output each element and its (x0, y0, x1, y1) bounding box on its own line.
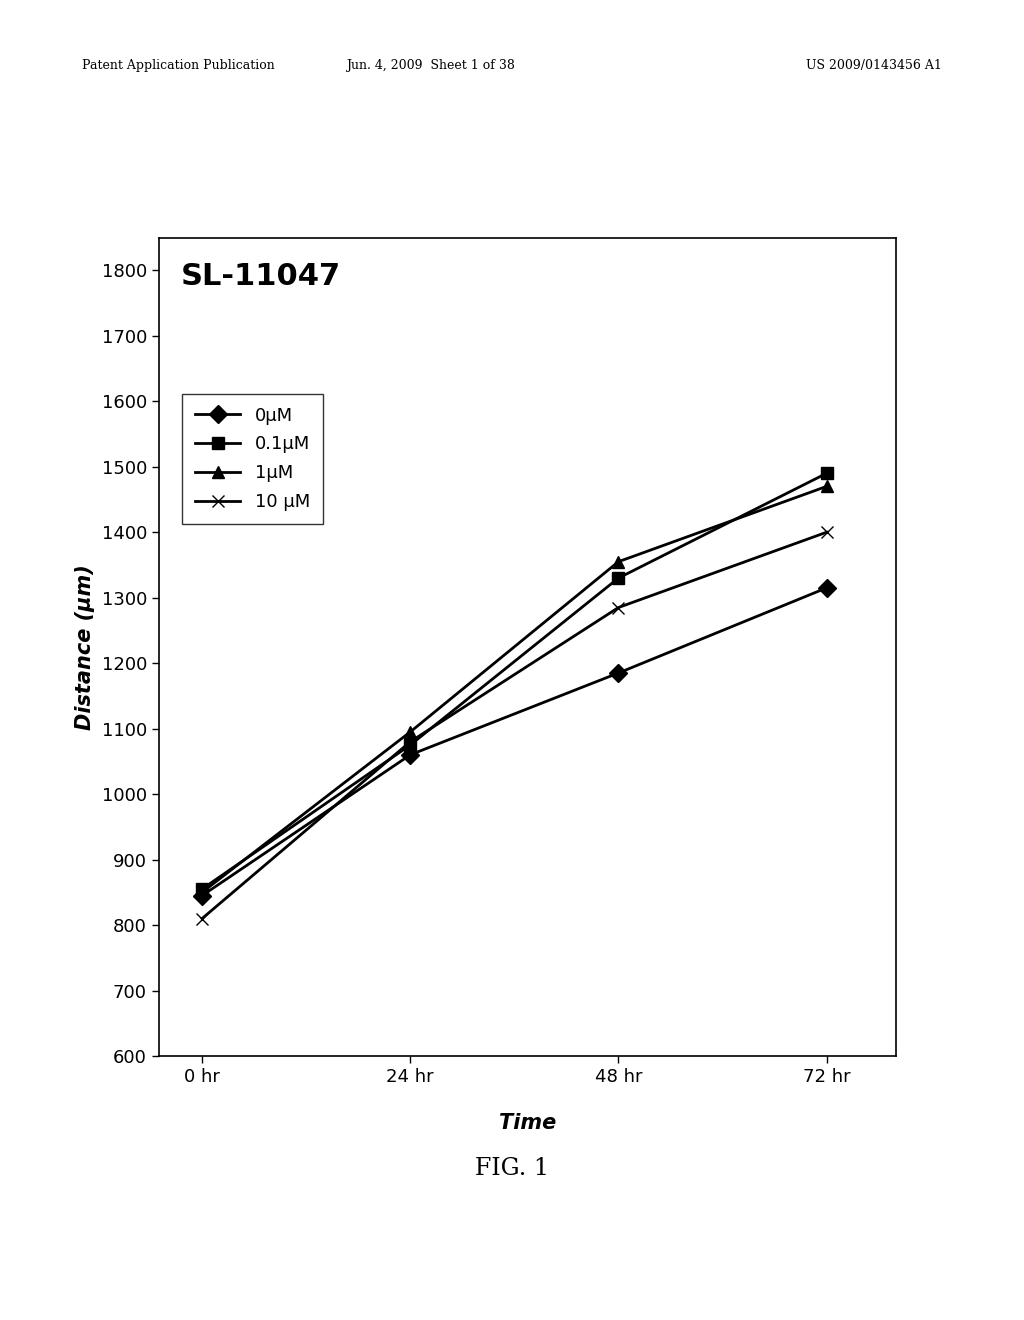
1μM (196, 884, 208, 900)
0.1μM (404, 737, 417, 752)
Text: Patent Application Publication: Patent Application Publication (82, 59, 274, 73)
Legend: 0μM, 0.1μM, 1μM, 10 μM: 0μM, 0.1μM, 1μM, 10 μM (182, 393, 323, 524)
10 μM (820, 524, 833, 540)
Text: FIG. 1: FIG. 1 (475, 1156, 549, 1180)
10 μM (612, 599, 625, 615)
Line: 0.1μM: 0.1μM (196, 467, 833, 895)
10 μM (404, 734, 417, 750)
0.1μM (820, 466, 833, 482)
1μM (612, 554, 625, 570)
Line: 0μM: 0μM (196, 582, 833, 902)
Text: SL-11047: SL-11047 (181, 263, 341, 292)
Text: Time: Time (499, 1113, 556, 1134)
0μM (612, 665, 625, 681)
Text: US 2009/0143456 A1: US 2009/0143456 A1 (806, 59, 942, 73)
0μM (196, 887, 208, 903)
Text: Jun. 4, 2009  Sheet 1 of 38: Jun. 4, 2009 Sheet 1 of 38 (346, 59, 514, 73)
10 μM (196, 911, 208, 927)
Line: 10 μM: 10 μM (196, 525, 833, 925)
0μM (820, 579, 833, 595)
0.1μM (196, 882, 208, 898)
0.1μM (612, 570, 625, 586)
Y-axis label: Distance (μm): Distance (μm) (75, 564, 94, 730)
1μM (404, 723, 417, 739)
Line: 1μM: 1μM (196, 480, 833, 899)
1μM (820, 478, 833, 494)
0μM (404, 747, 417, 763)
